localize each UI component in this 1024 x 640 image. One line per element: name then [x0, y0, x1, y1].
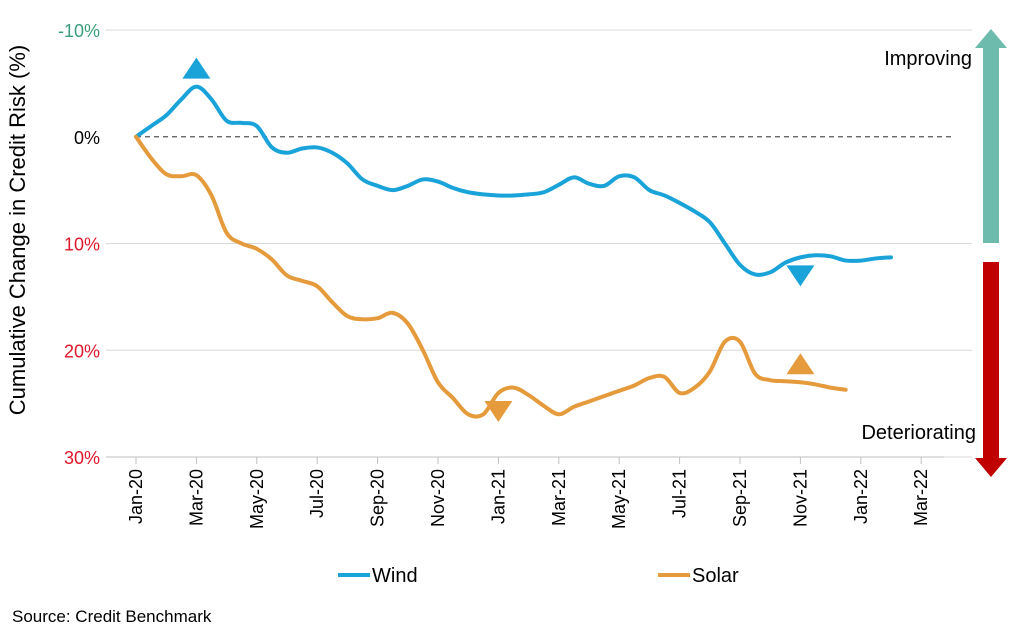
x-tick-label: Nov-20 — [428, 469, 448, 527]
triangle-up-marker-icon — [182, 57, 211, 79]
gridlines — [106, 29, 972, 458]
triangle-down-marker-icon — [484, 400, 513, 422]
x-tick-label: Jan-20 — [126, 469, 146, 524]
x-tick-label: Jul-21 — [670, 469, 690, 518]
y-tick-label: -10% — [58, 21, 100, 41]
x-tick-label: Jan-22 — [851, 469, 871, 524]
y-axis-label: Cumulative Change in Credit Risk (%) — [5, 45, 30, 415]
triangle-down-marker-icon — [786, 265, 815, 287]
y-tick-labels: -10% 0% 10% 20% 30% — [58, 21, 100, 468]
triangle-up-marker-icon — [786, 353, 815, 375]
x-tick-label: Sep-20 — [368, 469, 388, 527]
event-markers — [182, 57, 815, 422]
x-tick-label: Mar-21 — [549, 469, 569, 526]
improving-annotation: Improving — [884, 29, 1007, 243]
x-tick-label: Sep-21 — [730, 469, 750, 527]
x-tick-label: Mar-20 — [186, 469, 206, 526]
y-tick-label: 20% — [64, 341, 100, 361]
legend: Wind Solar — [338, 565, 739, 587]
legend-label-solar: Solar — [692, 565, 739, 587]
x-tick-label: May-20 — [247, 469, 267, 529]
legend-label-wind: Wind — [372, 565, 418, 587]
legend-item-solar: Solar — [658, 565, 739, 587]
improving-label: Improving — [884, 48, 972, 70]
improving-arrow-icon — [975, 29, 1007, 243]
series-line-solar — [134, 134, 848, 419]
legend-item-wind: Wind — [338, 565, 418, 587]
deteriorating-arrow-icon — [975, 262, 1007, 477]
source-note: Source: Credit Benchmark — [12, 607, 212, 626]
y-tick-label: 30% — [64, 448, 100, 468]
y-tick-label: 0% — [74, 128, 100, 148]
deteriorating-label: Deteriorating — [861, 422, 976, 444]
x-tick-label: Nov-21 — [790, 469, 810, 527]
x-tick-label: Jul-20 — [307, 469, 327, 518]
x-tick-label: Mar-22 — [911, 469, 931, 526]
series-lines — [134, 84, 893, 419]
series-line-wind — [134, 84, 893, 277]
y-tick-label: 10% — [64, 235, 100, 255]
x-tick-labels: Jan-20 Mar-20 May-20 Jul-20 Sep-20 Nov-20 Jan-… — [126, 457, 931, 529]
x-tick-label: May-21 — [609, 469, 629, 529]
x-tick-label: Jan-21 — [488, 469, 508, 524]
deteriorating-annotation: Deteriorating — [861, 262, 1007, 477]
